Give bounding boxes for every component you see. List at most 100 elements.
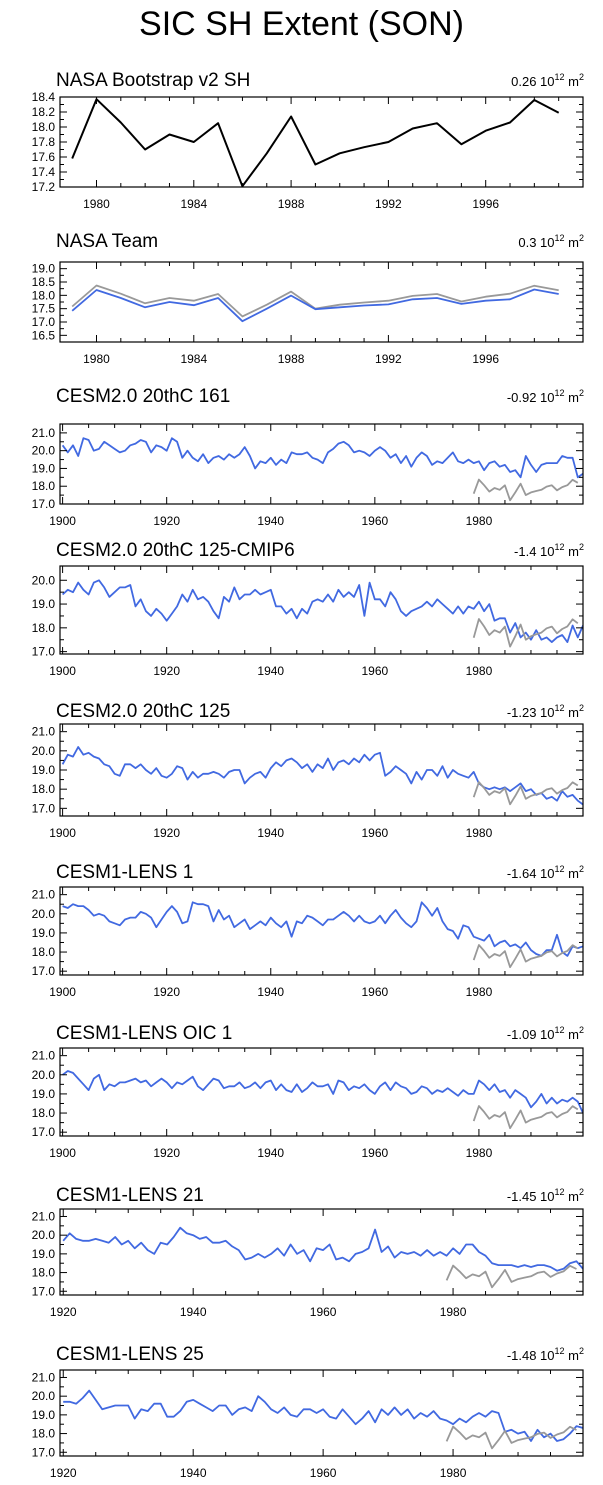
y-tick-label: 19.0 [32,1087,56,1101]
x-tick-label: 1900 [49,1146,76,1160]
x-tick-label: 1988 [278,197,305,211]
x-tick-label: 1960 [361,985,388,999]
x-tick-label: 1980 [83,197,110,211]
y-tick-label: 18.0 [32,120,56,134]
series-line-model [62,1226,583,1272]
x-tick-label: 1960 [361,514,388,528]
y-tick-label: 17.0 [32,1445,56,1459]
x-tick-label: 1980 [83,352,110,366]
y-tick-label: 20.0 [32,1389,56,1403]
x-tick-label: 1920 [153,514,180,528]
series-line-model [63,1389,583,1442]
plot-frame [59,1208,584,1296]
x-tick-label: 1960 [361,826,388,840]
x-tick-label: 1980 [466,985,493,999]
series-line-model [62,901,583,957]
panel-title: NASA Team [56,231,158,252]
y-tick-label: 17.0 [32,315,56,329]
y-tick-label: 18.0 [32,782,56,796]
panel-8: CESM1-LENS 21 -1.45 1012 m2 17.0 18.0 19.0 20… [32,1185,584,1319]
series-line-bootstrap [71,98,560,187]
plot-frame [59,723,584,817]
x-tick-label: 1980 [466,1146,493,1160]
y-tick-label: 21.0 [32,1370,56,1384]
y-tick-label: 18.0 [32,1266,56,1280]
y-tick-label: 21.0 [32,1209,56,1223]
y-tick-label: 17.0 [32,1284,56,1298]
y-tick-label: 18.4 [32,90,56,104]
x-tick-label: 1996 [472,197,499,211]
y-tick-label: 20.0 [32,573,56,587]
y-tick-label: 18.0 [32,621,56,635]
trend-label: -1.45 1012 m2 [507,1187,584,1204]
trend-label: 0.3 1012 m2 [518,233,584,250]
series-line-obs [445,1264,577,1289]
plot-frame [59,565,584,655]
panel-title: CESM1-LENS 1 [56,862,193,883]
y-tick-label: 20.0 [32,1228,56,1242]
y-tick-label: 16.5 [32,328,56,342]
y-tick-label: 17.6 [32,150,56,164]
y-tick-label: 19.0 [32,262,56,276]
y-tick-label: 17.0 [32,964,56,978]
y-tick-label: 17.8 [32,135,56,149]
x-tick-label: 1960 [310,1305,337,1319]
panel-5: CESM2.0 20thC 125 -1.23 1012 m2 17.0 18.0 19… [32,701,584,840]
x-tick-label: 1996 [472,352,499,366]
x-tick-label: 1960 [361,1146,388,1160]
plot-frame [59,886,584,976]
y-tick-label: 20.0 [32,744,56,758]
x-tick-label: 1940 [257,514,284,528]
series-line-obs [445,1425,577,1450]
y-tick-label: 17.4 [32,165,56,179]
x-tick-label: 1900 [49,985,76,999]
y-tick-label: 20.0 [32,1068,56,1082]
x-tick-label: 1920 [50,1305,77,1319]
series-line-team [71,288,559,323]
panel-title: CESM2.0 20thC 125-CMIP6 [56,540,295,561]
y-tick-label: 18.2 [32,105,56,119]
panel-4: CESM2.0 20thC 125-CMIP6 -1.4 1012 m2 17.0 1… [32,540,584,678]
x-tick-label: 1988 [278,352,305,366]
panel-9: CESM1-LENS 25 -1.48 1012 m2 17.0 18.0 19.0 20… [32,1344,584,1480]
y-tick-label: 19.0 [32,1247,56,1261]
x-tick-label: 1940 [257,985,284,999]
y-tick-label: 20.0 [32,907,56,921]
trend-label: -1.64 1012 m2 [507,864,584,881]
x-tick-label: 1960 [361,664,388,678]
x-tick-label: 1900 [49,826,76,840]
plot-frame [59,1369,584,1457]
x-tick-label: 1980 [466,826,493,840]
x-tick-label: 1900 [49,514,76,528]
series-line-model [61,579,583,643]
panel-title: NASA Bootstrap v2 SH [56,70,250,91]
y-tick-label: 19.0 [32,461,56,475]
y-tick-label: 17.0 [32,645,56,659]
x-tick-label: 1900 [49,664,76,678]
y-tick-label: 21.0 [32,725,56,739]
panel-title: CESM2.0 20thC 161 [56,386,230,407]
panel-title: CESM1-LENS 25 [56,1344,204,1365]
series-line-obs [472,944,579,969]
panel-title: CESM2.0 20thC 125 [56,701,230,722]
trend-label: -1.09 1012 m2 [507,1025,584,1042]
plot-frame [59,1047,584,1137]
plot-frame [59,423,584,505]
x-tick-label: 1992 [375,352,402,366]
x-tick-label: 1920 [153,1146,180,1160]
series-line-obs [472,478,579,502]
panel-title: CESM1-LENS 21 [56,1185,204,1206]
x-tick-label: 1984 [180,352,207,366]
y-tick-label: 17.0 [32,1125,56,1139]
panel-2: NASA Team 0.3 1012 m2 16.517.017.518.018.5… [32,231,584,366]
x-tick-label: 1940 [257,826,284,840]
trend-label: 0.26 1012 m2 [511,72,584,89]
plot-frame [59,261,584,343]
y-tick-label: 19.0 [32,1408,56,1422]
panel-7: CESM1-LENS OIC 1 -1.09 1012 m2 17.0 18.0 19.… [32,1023,584,1160]
panel-title: CESM1-LENS OIC 1 [56,1023,232,1044]
y-tick-label: 19.0 [32,926,56,940]
series-line-obs [472,618,579,648]
trend-label: -0.92 1012 m2 [507,388,584,405]
